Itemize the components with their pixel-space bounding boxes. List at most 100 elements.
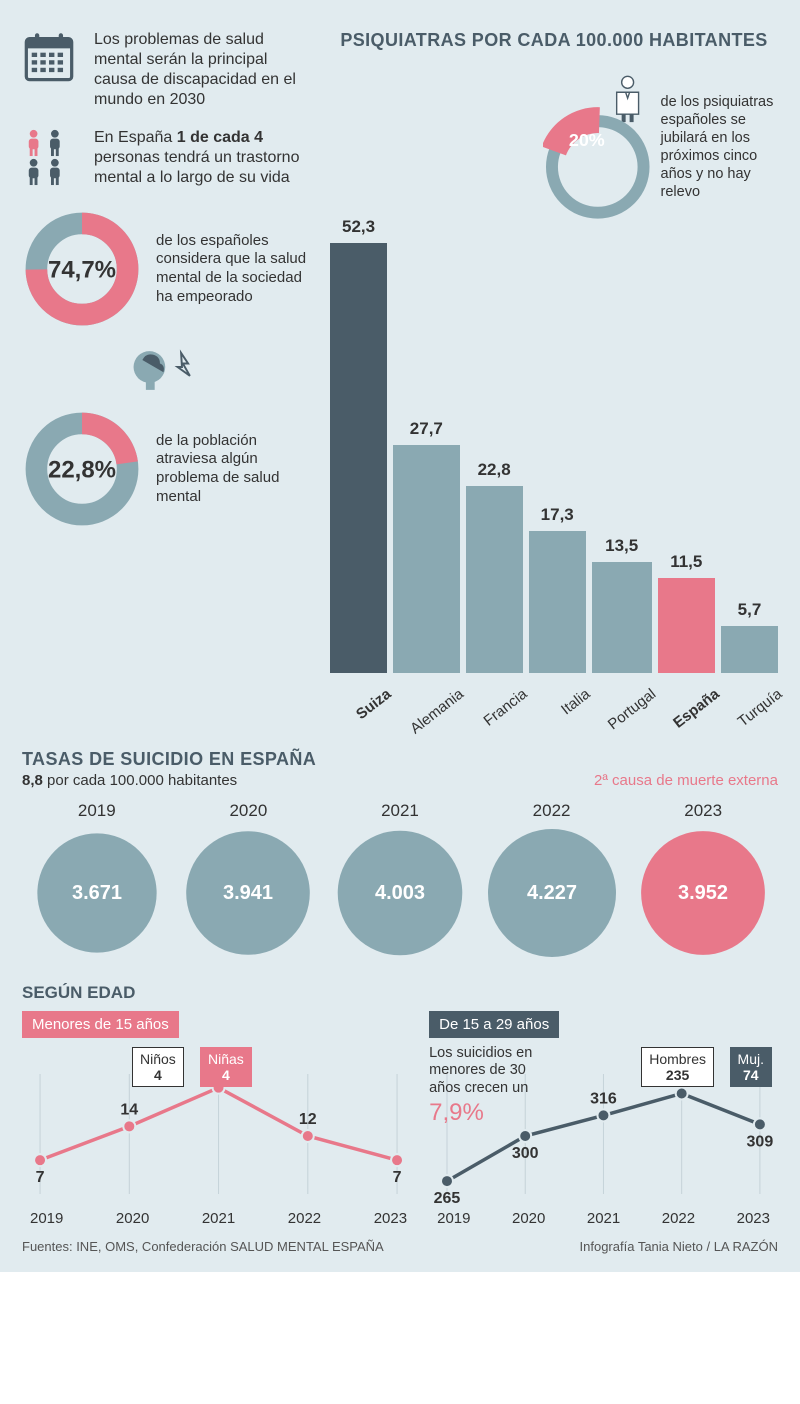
bar-value: 22,8	[478, 460, 511, 480]
panel2-note-text: Los suicidios en menores de 30 años crec…	[429, 1045, 532, 1096]
donut-1-text: de los españoles considera que la salud …	[156, 232, 312, 307]
svg-text:3.671: 3.671	[72, 882, 122, 904]
axis-year: 2021	[587, 1210, 620, 1227]
retire-block: 20% de los psiquiatras españoles se jubi…	[543, 72, 778, 222]
age-row: Menores de 15 años Niños 4 Niñas 4 71422…	[22, 1011, 778, 1227]
svg-text:265: 265	[434, 1190, 461, 1207]
bar-value: 5,7	[738, 600, 762, 620]
age-title: SEGÚN EDAD	[22, 983, 778, 1003]
legend-boys-val: 4	[154, 1067, 162, 1083]
bar-rect	[466, 486, 523, 673]
donut-2-text: de la población atraviesa algún problema…	[156, 432, 312, 507]
donut-1-chart: 74,7%	[22, 209, 142, 329]
panel2-axis: 20192020202120222023	[429, 1208, 778, 1227]
footer-sources: Fuentes: INE, OMS, Confederación SALUD M…	[22, 1239, 384, 1254]
bar-value: 27,7	[410, 419, 443, 439]
donut-1-percent: 74,7%	[48, 257, 116, 284]
axis-year: 2021	[202, 1210, 235, 1227]
bar-value: 52,3	[342, 217, 375, 237]
top-section: Los problemas de salud mental serán la p…	[22, 30, 778, 721]
axis-year: 2022	[288, 1210, 321, 1227]
suicide-sub-rest: por cada 100.000 habitantes	[43, 772, 237, 789]
axis-year: 2023	[374, 1210, 407, 1227]
fact-people-text: En España 1 de cada 4 personas tendrá un…	[94, 128, 312, 188]
panel1-legend-boys: Niños 4	[132, 1047, 184, 1087]
retire-donut: 20%	[543, 72, 653, 222]
legend-girls-val: 4	[222, 1067, 230, 1083]
circle-shape: 3.671	[33, 829, 161, 957]
bar-rect	[592, 562, 652, 673]
barchart-title: PSIQUIATRAS POR CADA 100.000 HABITANTES	[330, 30, 778, 51]
svg-text:309: 309	[747, 1133, 774, 1150]
svg-text:7: 7	[36, 1169, 45, 1186]
svg-text:300: 300	[512, 1145, 539, 1162]
circle-2023: 2023 3.952	[628, 801, 778, 957]
external-cause-text: 2ª causa de muerte externa	[594, 772, 778, 789]
bar-francia: 22,8 Francia	[466, 460, 523, 721]
circle-2021: 2021 4.003	[325, 801, 475, 957]
suicide-subline: 8,8 por cada 100.000 habitantes	[22, 772, 316, 789]
axis-year: 2020	[116, 1210, 149, 1227]
svg-text:7: 7	[393, 1169, 402, 1186]
panel2-note-pct: 7,9%	[429, 1099, 544, 1128]
infographic-root: Los problemas de salud mental serán la p…	[0, 0, 800, 1272]
svg-text:4.003: 4.003	[375, 882, 425, 904]
fact-people-prefix: En España	[94, 129, 177, 146]
svg-text:4.227: 4.227	[527, 882, 577, 904]
donut-2: 22,8% de la población atraviesa algún pr…	[22, 409, 312, 529]
suicide-section: TASAS DE SUICIDIO EN ESPAÑA 8,8 por cada…	[22, 749, 778, 957]
panel2-note: Los suicidios en menores de 30 años crec…	[429, 1045, 544, 1128]
circle-year: 2020	[229, 801, 267, 821]
circle-2020: 2020 3.941	[174, 801, 324, 957]
bar-rect	[529, 531, 586, 673]
legend-girls-label: Niñas	[208, 1051, 244, 1067]
fact-people-suffix: personas tendrá un trastorno mental a lo…	[94, 149, 299, 186]
circle-year: 2022	[533, 801, 571, 821]
panel2-badge: De 15 a 29 años	[429, 1011, 559, 1038]
circle-year: 2021	[381, 801, 419, 821]
fact-calendar-text: Los problemas de salud mental serán la p…	[94, 30, 312, 110]
bar-rect	[658, 578, 715, 673]
fact-people-bold: 1 de cada 4	[177, 129, 263, 146]
axis-year: 2019	[30, 1210, 63, 1227]
panel1-badge: Menores de 15 años	[22, 1011, 179, 1038]
footer: Fuentes: INE, OMS, Confederación SALUD M…	[22, 1239, 778, 1254]
age-panel-under15: Menores de 15 años Niños 4 Niñas 4 71422…	[22, 1011, 415, 1227]
svg-text:12: 12	[299, 1111, 317, 1128]
axis-year: 2022	[662, 1210, 695, 1227]
donut-2-chart: 22,8%	[22, 409, 142, 529]
bar-rect	[330, 243, 387, 673]
svg-text:3.952: 3.952	[678, 882, 728, 904]
svg-text:3.941: 3.941	[223, 882, 273, 904]
bar-portugal: 13,5 Portugal	[592, 536, 652, 721]
fact-calendar: Los problemas de salud mental serán la p…	[22, 30, 312, 110]
legend-men-label: Hombres	[649, 1051, 706, 1067]
circle-shape: 3.952	[639, 829, 767, 957]
legend-women-val: 74	[743, 1067, 759, 1083]
circle-2022: 2022 4.227	[477, 801, 627, 957]
bar-españa: 11,5 España	[658, 552, 715, 721]
people-icon	[22, 128, 82, 191]
circle-year: 2023	[684, 801, 722, 821]
circles-row: 2019 3.671 2020 3.941 2021 4.003 2022 4.…	[22, 801, 778, 957]
legend-boys-label: Niños	[140, 1051, 176, 1067]
bar-rect	[393, 445, 460, 673]
panel2-legend-men: Hombres 235	[641, 1047, 714, 1087]
circle-shape: 4.003	[336, 829, 464, 957]
bar-alemania: 27,7 Alemania	[393, 419, 460, 721]
panel2-legend-women: Muj. 74	[730, 1047, 772, 1087]
axis-year: 2023	[737, 1210, 770, 1227]
calendar-icon	[22, 30, 82, 89]
bar-value: 13,5	[605, 536, 638, 556]
circle-year: 2019	[78, 801, 116, 821]
svg-text:14: 14	[120, 1101, 138, 1118]
legend-women-label: Muj.	[738, 1051, 764, 1067]
facts-column: Los problemas de salud mental serán la p…	[22, 30, 312, 721]
barchart-bars: 52,3 Suiza 27,7 Alemania 22,8 Francia 17…	[330, 251, 778, 721]
circle-shape: 4.227	[488, 829, 616, 957]
legend-men-val: 235	[666, 1067, 689, 1083]
bar-suiza: 52,3 Suiza	[330, 217, 387, 721]
circle-2019: 2019 3.671	[22, 801, 172, 957]
bar-italia: 17,3 Italia	[529, 505, 586, 721]
brain-icon	[22, 337, 312, 397]
